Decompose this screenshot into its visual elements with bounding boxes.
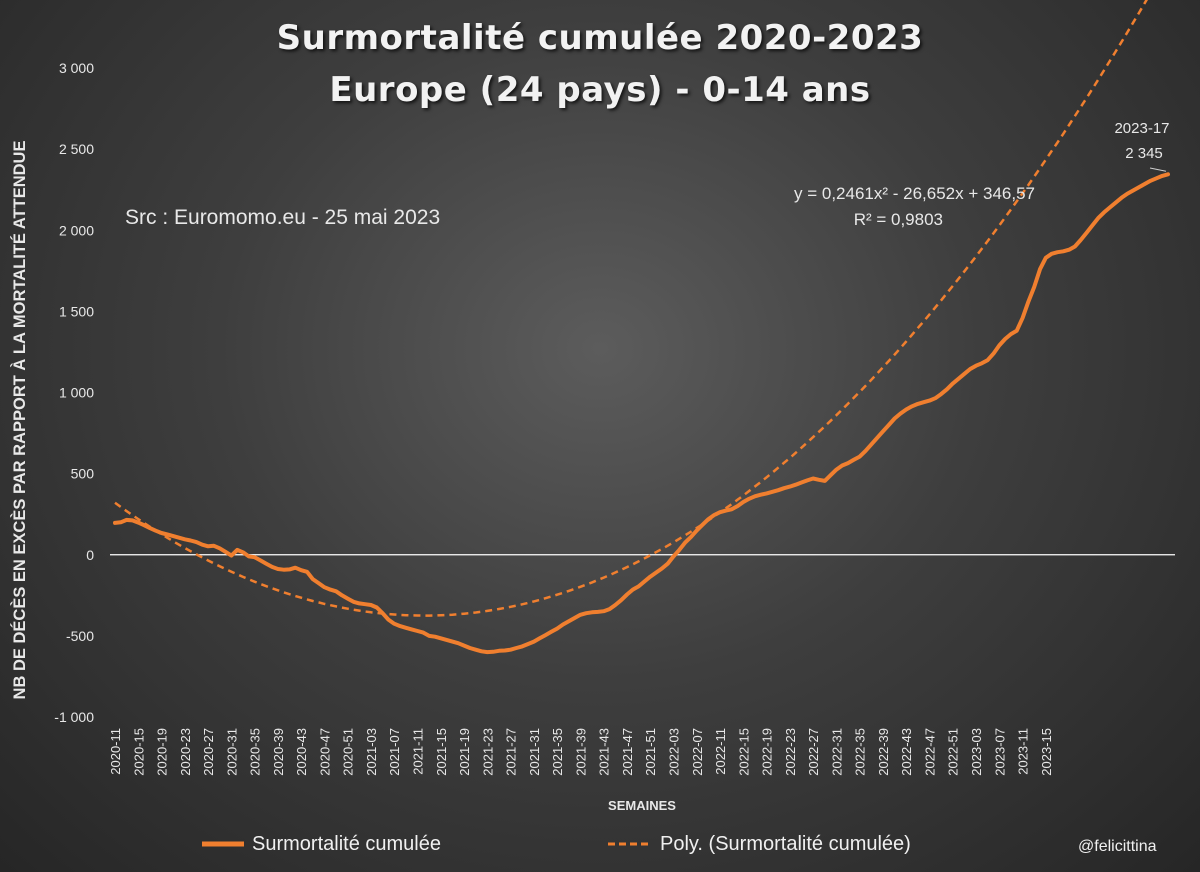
x-tick-label: 2021-47 <box>620 728 635 776</box>
x-tick-label: 2021-39 <box>573 728 588 776</box>
x-tick-label: 2022-19 <box>760 728 775 776</box>
data-label-week: 2023-17 <box>1114 120 1169 137</box>
y-tick-label: 1 500 <box>59 303 94 319</box>
y-tick-label: 2 000 <box>59 222 94 238</box>
x-tick-label: 2023-11 <box>1016 728 1031 775</box>
trendline-r-squared: R² = 0,9803 <box>853 210 943 229</box>
y-tick-label: -1 000 <box>54 709 94 725</box>
x-tick-label: 2021-27 <box>504 728 519 776</box>
x-tick-label: 2021-23 <box>480 728 495 776</box>
x-tick-label: 2022-23 <box>783 728 798 776</box>
x-tick-label: 2020-51 <box>341 728 356 776</box>
x-tick-label: 2022-11 <box>713 728 728 775</box>
x-tick-label: 2021-51 <box>643 728 658 776</box>
y-tick-label: -500 <box>66 628 94 644</box>
y-tick-label: 1 000 <box>59 385 94 401</box>
x-tick-label: 2021-43 <box>597 728 612 776</box>
x-tick-label: 2022-35 <box>853 728 868 776</box>
x-axis-title: SEMAINES <box>608 798 676 813</box>
x-tick-label: 2022-51 <box>946 728 961 776</box>
x-tick-label: 2021-15 <box>434 728 449 776</box>
legend-swatch-solid-icon <box>202 841 244 847</box>
y-tick-label: 3 000 <box>59 60 94 76</box>
chart-title-line-1: Surmortalité cumulée 2020-2023 <box>276 18 924 58</box>
x-tick-label: 2020-47 <box>317 728 332 776</box>
x-tick-label: 2020-23 <box>178 728 193 776</box>
legend-swatch-dashed-icon <box>608 842 652 846</box>
y-axis-title: NB DE DÉCÈS EN EXCÈS PAR RAPPORT À LA MO… <box>10 141 29 700</box>
x-tick-label: 2023-15 <box>1039 728 1054 776</box>
series-line-trendline <box>114 0 1148 617</box>
y-tick-label: 0 <box>86 547 94 563</box>
x-tick-label: 2021-31 <box>527 728 542 776</box>
data-label-leader-line <box>1149 167 1167 172</box>
x-tick-label: 2020-43 <box>294 728 309 776</box>
x-tick-label: 2023-03 <box>969 728 984 776</box>
x-tick-label: 2020-35 <box>248 728 263 776</box>
x-tick-label: 2021-35 <box>550 728 565 776</box>
x-tick-label: 2020-27 <box>201 728 216 776</box>
x-tick-label: 2022-31 <box>829 728 844 776</box>
x-tick-label: 2022-15 <box>736 728 751 776</box>
x-tick-label: 2022-07 <box>690 728 705 776</box>
x-tick-label: 2020-31 <box>224 728 239 776</box>
watermark-handle: @felicittina <box>1078 838 1157 855</box>
legend-label-series-2: Poly. (Surmortalité cumulée) <box>660 832 911 855</box>
y-tick-label: 2 500 <box>59 141 94 157</box>
x-tick-label: 2022-43 <box>899 728 914 776</box>
legend-item-series-2: Poly. (Surmortalité cumulée) <box>606 828 911 860</box>
x-tick-label: 2022-39 <box>876 728 891 776</box>
x-tick-label: 2022-27 <box>806 728 821 776</box>
x-tick-label: 2022-47 <box>922 728 937 776</box>
x-tick-label: 2020-11 <box>108 728 123 775</box>
x-tick-label: 2021-07 <box>387 728 402 776</box>
trendline-equation: y = 0,2461x² - 26,652x + 346,57 <box>793 184 1035 203</box>
x-tick-label: 2021-11 <box>411 728 426 775</box>
legend-label-series-1: Surmortalité cumulée <box>252 832 441 855</box>
data-label-value: 2 345 <box>1125 145 1163 162</box>
y-tick-label: 500 <box>71 466 95 482</box>
x-tick-label: 2021-19 <box>457 728 472 776</box>
x-tick-label: 2023-07 <box>992 728 1007 776</box>
x-tick-label: 2021-03 <box>364 728 379 776</box>
x-tick-label: 2020-19 <box>155 728 170 776</box>
x-tick-label: 2020-39 <box>271 728 286 776</box>
legend-item-series-1: Surmortalité cumulée <box>200 828 441 860</box>
series-line-surmortalite <box>113 172 1170 655</box>
x-tick-label: 2022-03 <box>666 728 681 776</box>
chart-title-line-2: Europe (24 pays) - 0-14 ans <box>329 70 871 110</box>
source-note: Src : Euromomo.eu - 25 mai 2023 <box>125 206 441 229</box>
x-tick-label: 2020-15 <box>131 728 146 776</box>
